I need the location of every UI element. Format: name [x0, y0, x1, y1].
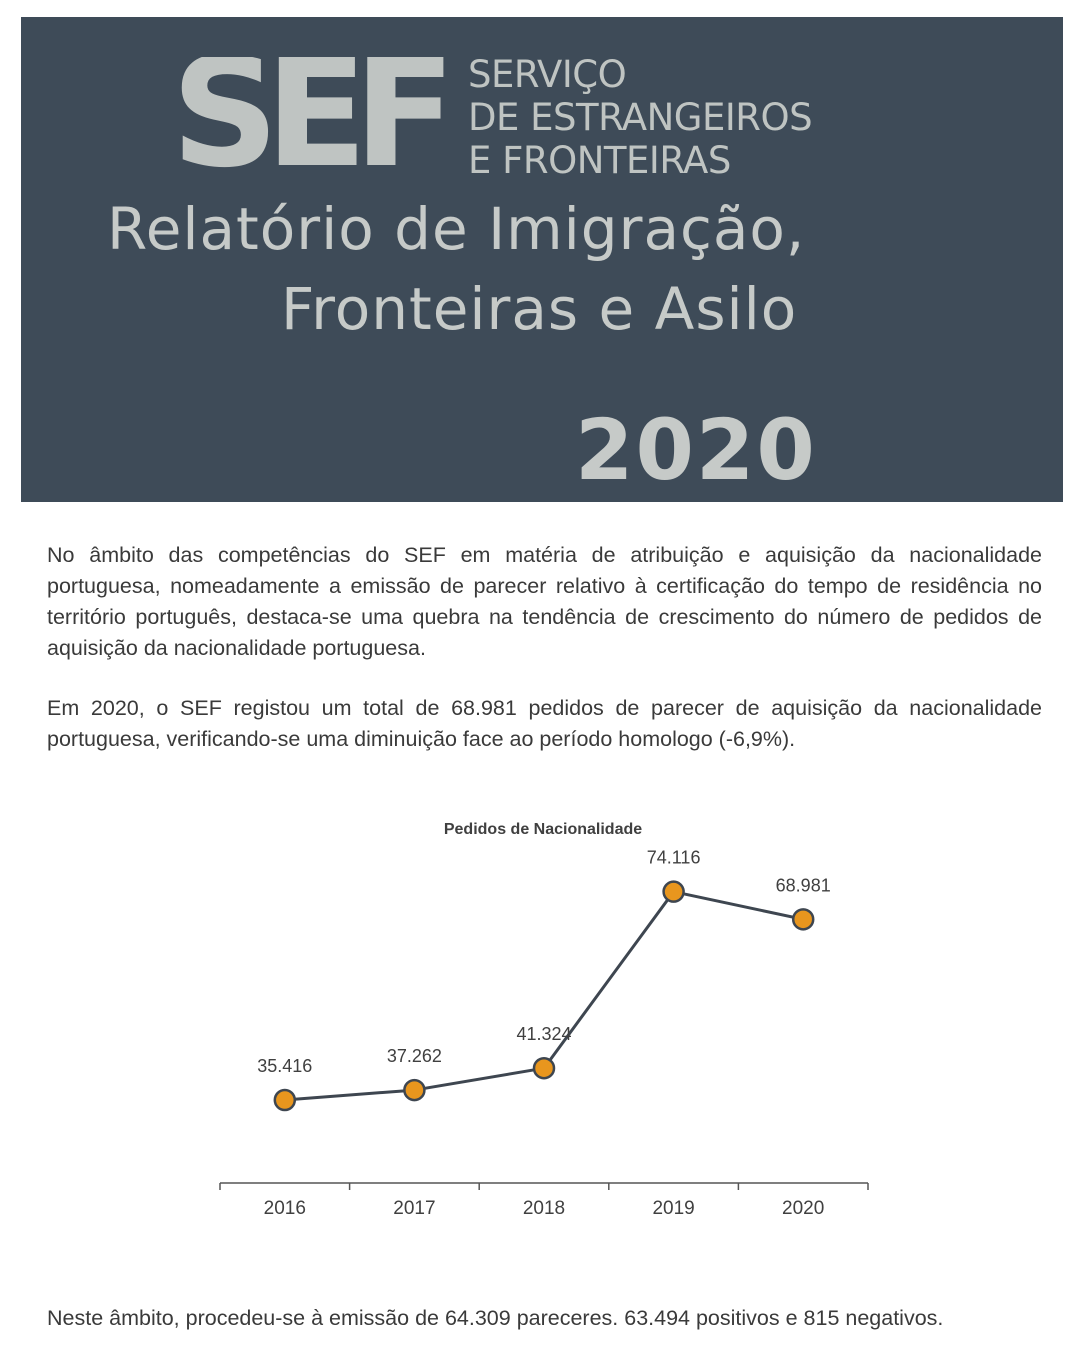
- data-label: 41.324: [516, 1024, 571, 1044]
- report-year: 2020: [575, 401, 817, 499]
- data-label: 74.116: [647, 848, 701, 868]
- x-tick-label: 2020: [782, 1198, 824, 1219]
- sef-logo: SEF: [171, 57, 457, 175]
- x-tick-label: 2016: [264, 1198, 306, 1219]
- data-point: [532, 1056, 556, 1080]
- data-point: [403, 1078, 426, 1102]
- report-cover-banner: SEF SERVIÇO DE ESTRANGEIROS E FRONTEIRAS…: [21, 17, 1063, 502]
- chart-points: [273, 880, 815, 1112]
- x-tick-label: 2019: [652, 1198, 694, 1219]
- chart-x-axis: 2016 2017 2018 2019 2020: [219, 1182, 869, 1219]
- chart-title: Pedidos de Nacionalidade: [444, 821, 642, 838]
- data-point: [662, 880, 685, 903]
- data-label: 68.981: [776, 875, 831, 895]
- nationality-requests-chart: Pedidos de Nacionalidade 2016 2017 2018 201…: [219, 821, 869, 1219]
- agency-line-2: DE ESTRANGEIROS: [468, 96, 813, 139]
- svg-text:SEF: SEF: [171, 57, 443, 175]
- x-tick-label: 2018: [523, 1198, 565, 1219]
- paragraph-total-requests: Em 2020, o SEF registou um total de 68.9…: [47, 696, 1042, 751]
- chart-data-labels: 35.416 37.262 41.324 74.116 68.981: [257, 848, 830, 1076]
- report-title-line-1: Relatório de Imigração,: [107, 195, 806, 263]
- x-tick-label: 2017: [393, 1198, 435, 1219]
- data-point: [273, 1088, 297, 1112]
- agency-line-1: SERVIÇO: [468, 53, 627, 96]
- paragraph-opinions-issued: Neste âmbito, procedeu-se à emissão de 6…: [47, 1306, 944, 1330]
- agency-line-3: E FRONTEIRAS: [468, 139, 731, 182]
- data-label: 35.416: [257, 1056, 312, 1076]
- paragraph-intro: No âmbito das competências do SEF em mat…: [47, 543, 1042, 660]
- data-label: 37.262: [387, 1046, 442, 1066]
- agency-name: SERVIÇO DE ESTRANGEIROS E FRONTEIRAS: [468, 53, 813, 182]
- report-title-line-2: Fronteiras e Asilo: [281, 275, 798, 343]
- data-point: [791, 908, 815, 931]
